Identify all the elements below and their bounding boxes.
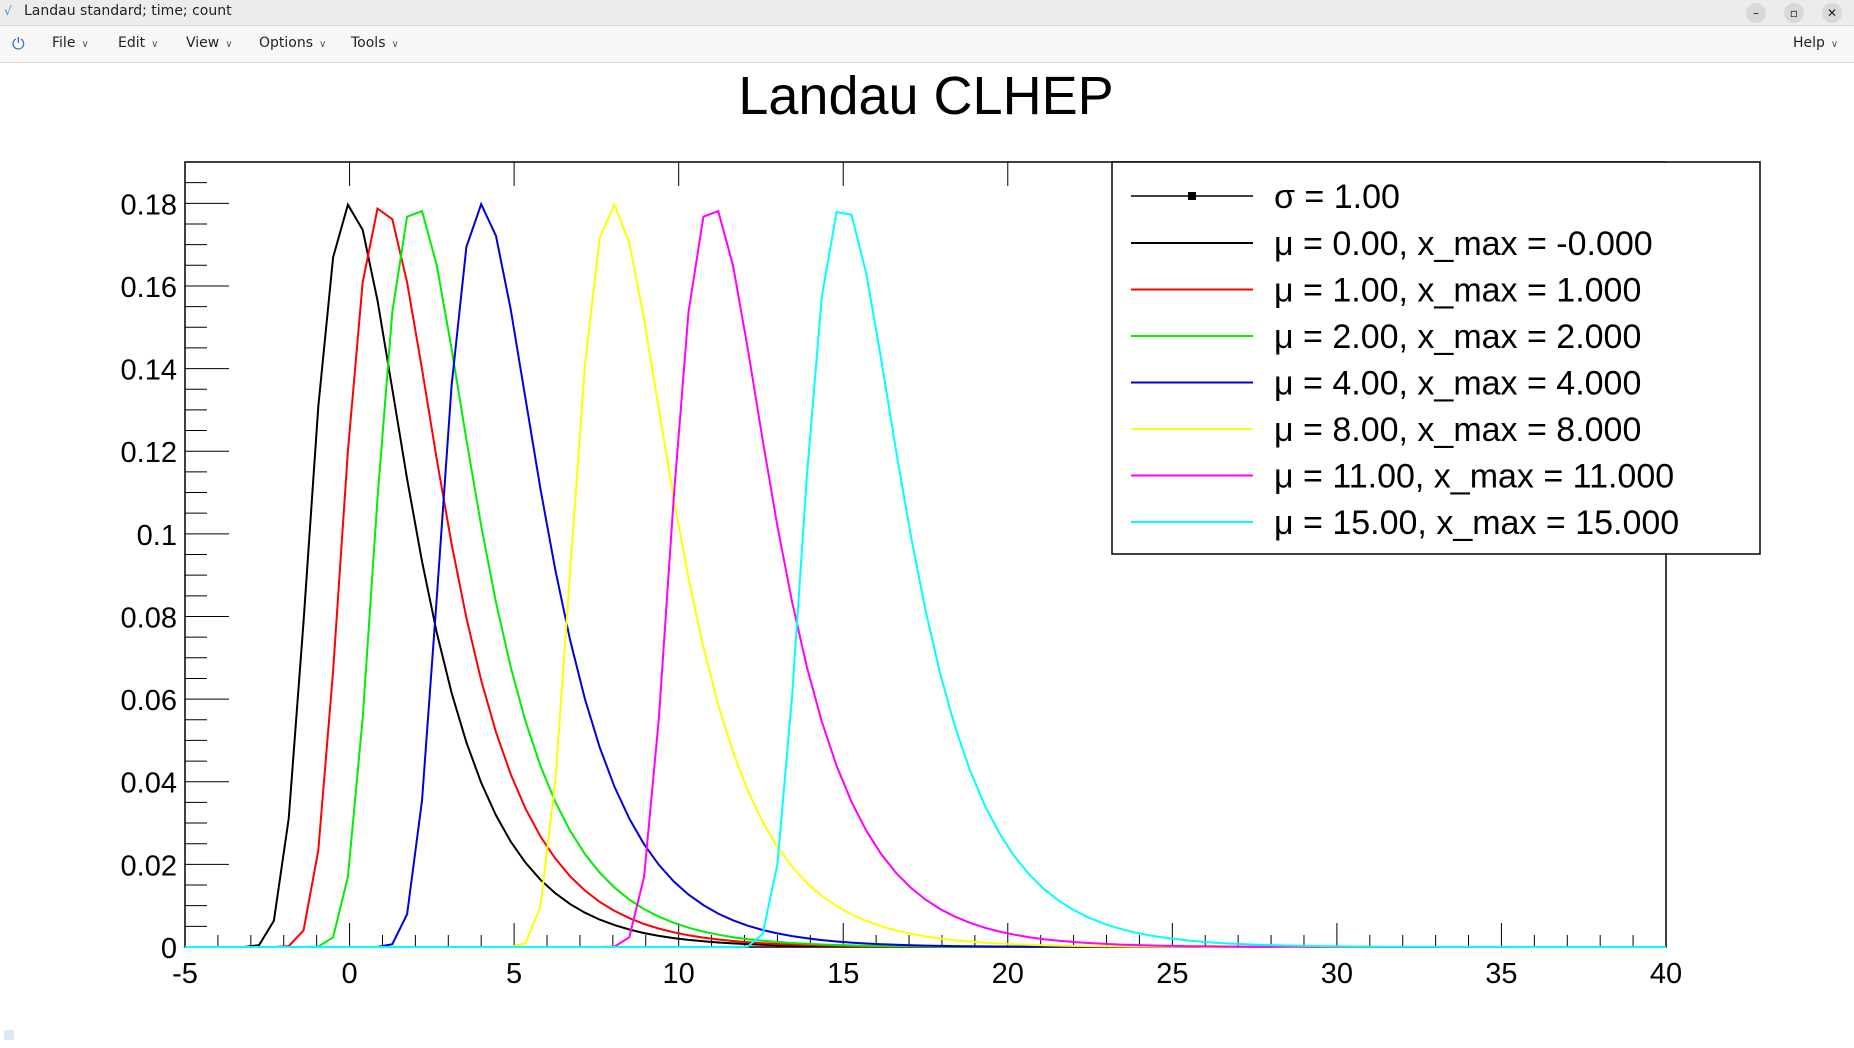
- y-tick-label: 0.14: [121, 355, 177, 387]
- legend-header-marker: [1188, 192, 1196, 200]
- legend-label: μ = 15.00, x_max = 15.000: [1274, 504, 1679, 542]
- power-icon[interactable]: ⏻: [12, 34, 25, 53]
- y-tick-label: 0: [161, 933, 177, 965]
- landau-chart[interactable]: Landau CLHEP -5 0 5 10 15 20 25 30 35 4000.020.04…: [0, 63, 1854, 1043]
- menu-tools-label: Tools: [351, 35, 386, 51]
- chevron-down-icon: ∨: [1830, 39, 1839, 50]
- series-line: [185, 210, 1666, 948]
- x-tick-label: 20: [992, 958, 1024, 990]
- y-tick-label: 0.18: [121, 189, 177, 221]
- legend-label: μ = 11.00, x_max = 11.000: [1274, 458, 1674, 496]
- chart-title: Landau CLHEP: [738, 66, 1113, 126]
- status-indicator: [4, 1030, 14, 1040]
- menu-file-label: File: [52, 35, 76, 51]
- x-tick-label: 40: [1650, 958, 1682, 990]
- maximize-icon[interactable]: ▫: [1784, 3, 1804, 23]
- close-icon[interactable]: ✕: [1822, 3, 1842, 23]
- menu-options[interactable]: Options ∨: [259, 35, 326, 51]
- menu-help[interactable]: Help ∨: [1793, 35, 1838, 51]
- menu-view-label: View: [186, 35, 220, 51]
- y-tick-label: 0.1: [137, 520, 177, 552]
- chevron-down-icon: ∨: [391, 39, 399, 50]
- menu-edit[interactable]: Edit ∨: [118, 35, 158, 51]
- legend-box: [1111, 161, 1761, 555]
- menu-file[interactable]: File ∨: [52, 35, 89, 51]
- x-tick-label: 15: [827, 958, 859, 990]
- window-title: Landau standard; time; count: [24, 3, 232, 19]
- menu-bar: ⏻ File ∨ Edit ∨ View ∨ Options ∨ Tools ∨ Help…: [0, 26, 1854, 63]
- legend-header: σ = 1.00: [1274, 178, 1400, 216]
- menu-tools[interactable]: Tools ∨: [351, 35, 399, 51]
- app-icon: √: [4, 4, 12, 18]
- menu-help-label: Help: [1793, 35, 1825, 51]
- chevron-down-icon: ∨: [225, 39, 233, 50]
- menu-edit-label: Edit: [118, 35, 146, 51]
- chevron-down-icon: ∨: [319, 39, 327, 50]
- legend-label: μ = 8.00, x_max = 8.000: [1274, 411, 1641, 449]
- x-tick-label: 5: [506, 958, 522, 990]
- y-tick-label: 0.02: [121, 850, 177, 882]
- x-tick-label: 25: [1156, 958, 1188, 990]
- minimize-icon[interactable]: –: [1746, 3, 1766, 23]
- x-tick-label: 30: [1321, 958, 1353, 990]
- legend-label: μ = 4.00, x_max = 4.000: [1274, 365, 1641, 403]
- y-tick-label: 0.06: [121, 685, 177, 717]
- menu-view[interactable]: View ∨: [186, 35, 233, 51]
- x-tick-label: -5: [172, 958, 198, 990]
- x-tick-label: 10: [663, 958, 695, 990]
- x-tick-label: 0: [341, 958, 357, 990]
- legend-entries: μ = 0.00, x_max = -0.000 μ = 1.00, x_max …: [1131, 225, 1679, 542]
- legend: σ = 1.00 μ = 0.00, x_max = -0.000 μ = 1.0…: [1111, 161, 1761, 555]
- chevron-down-icon: ∨: [81, 39, 89, 50]
- title-bar: √ Landau standard; time; count – ▫ ✕: [0, 0, 1854, 26]
- x-tick-label: 35: [1485, 958, 1517, 990]
- legend-label: μ = 0.00, x_max = -0.000: [1274, 225, 1653, 263]
- curves: [185, 201, 1666, 948]
- axes: -5 0 5 10 15 20 25 30 35 4000.020.040.060.080.10.…: [121, 162, 1682, 990]
- chevron-down-icon: ∨: [151, 39, 159, 50]
- menu-options-label: Options: [259, 35, 314, 51]
- y-tick-label: 0.04: [121, 768, 177, 800]
- y-tick-label: 0.12: [121, 437, 177, 469]
- legend-label: μ = 2.00, x_max = 2.000: [1274, 318, 1641, 356]
- y-tick-label: 0.16: [121, 272, 177, 304]
- legend-label: μ = 1.00, x_max = 1.000: [1274, 272, 1641, 310]
- y-tick-label: 0.08: [121, 602, 177, 634]
